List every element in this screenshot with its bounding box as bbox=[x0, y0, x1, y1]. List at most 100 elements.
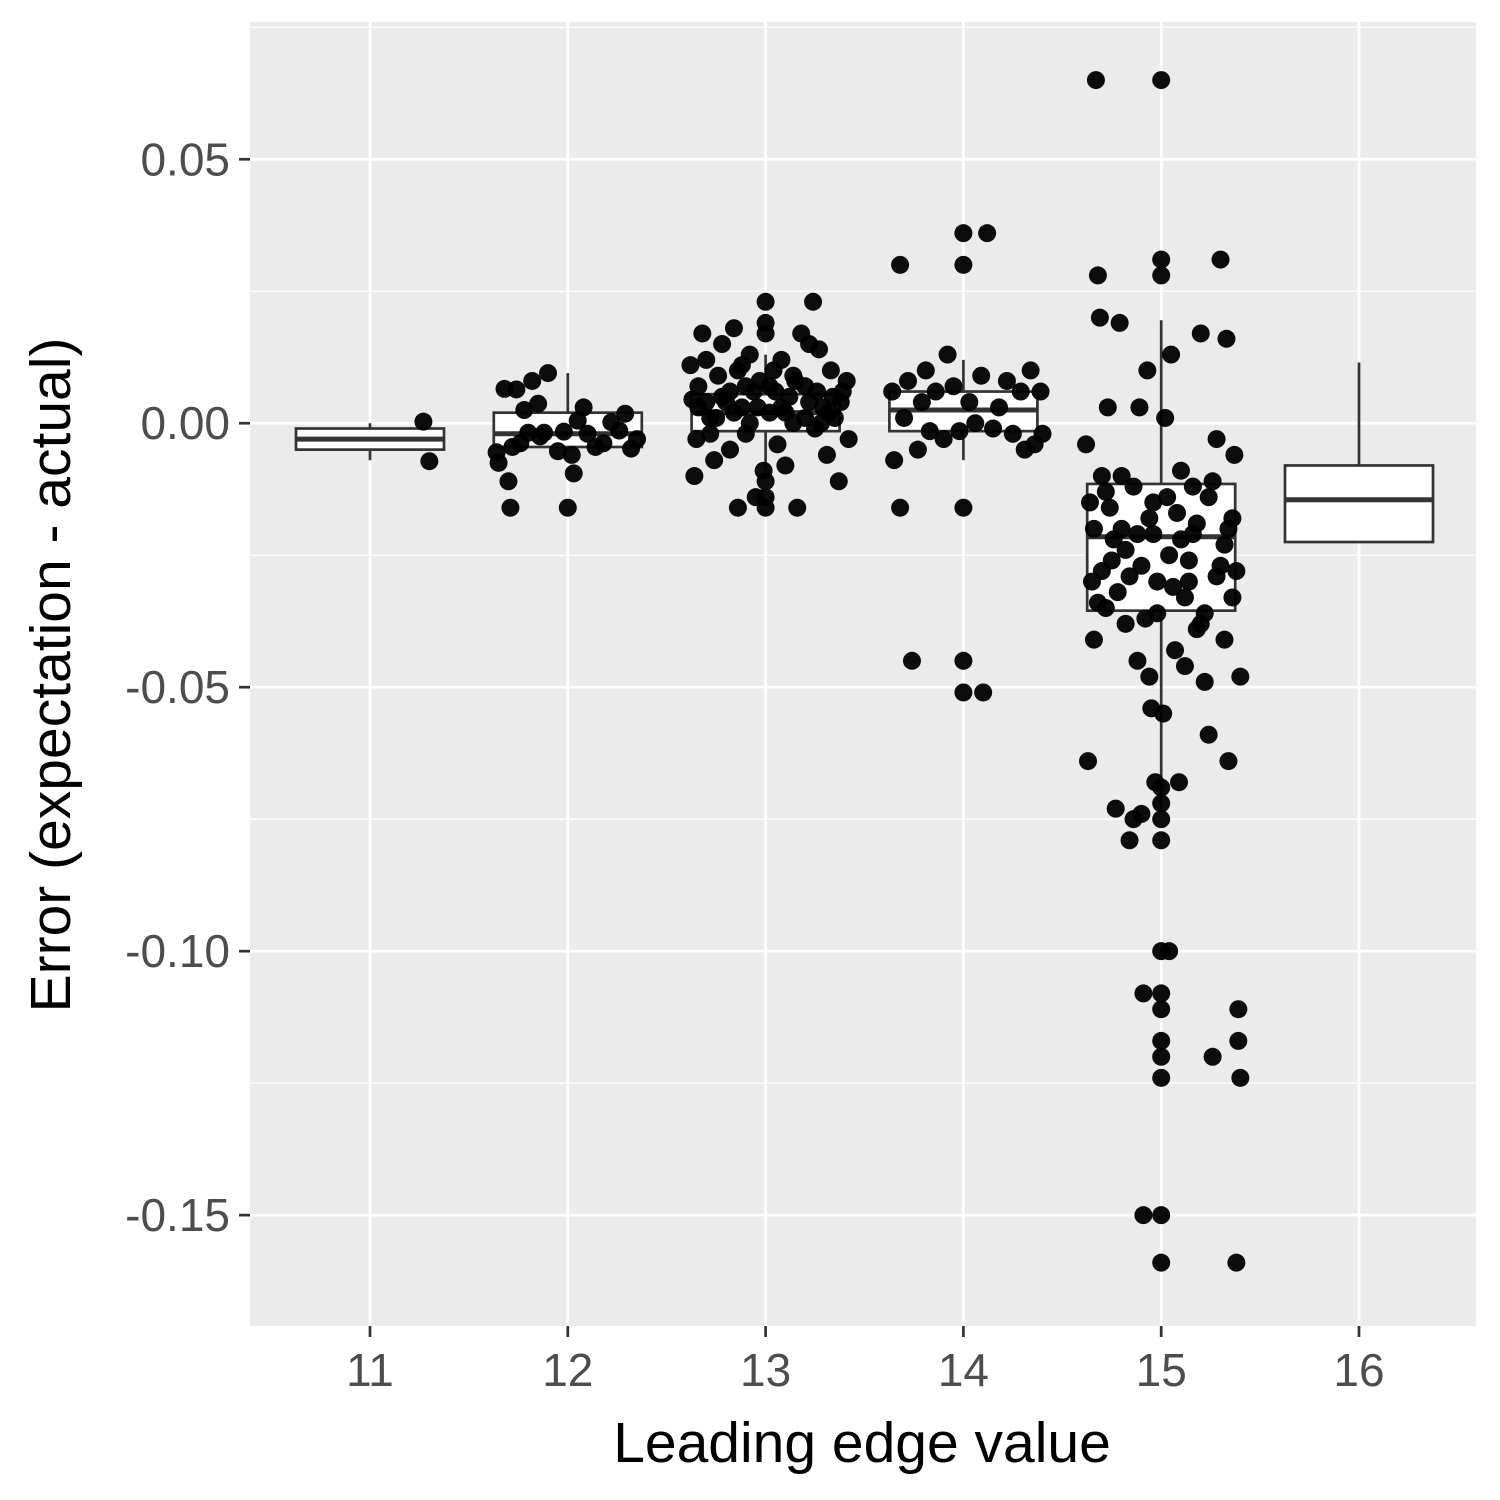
data-point bbox=[1134, 1206, 1153, 1225]
x-tick-label: 15 bbox=[1136, 1344, 1187, 1396]
data-point bbox=[829, 472, 848, 491]
data-point bbox=[709, 366, 728, 385]
data-point bbox=[1227, 1253, 1246, 1272]
data-point bbox=[954, 255, 973, 274]
data-point bbox=[920, 422, 939, 441]
data-point bbox=[1203, 472, 1222, 491]
data-point bbox=[1183, 477, 1202, 496]
data-point bbox=[1033, 424, 1052, 443]
data-point bbox=[788, 498, 807, 517]
data-point bbox=[1148, 572, 1167, 591]
x-axis-title: Leading edge value bbox=[613, 1411, 1111, 1475]
data-point bbox=[1166, 641, 1185, 660]
data-point bbox=[1120, 831, 1139, 850]
data-point bbox=[535, 423, 554, 442]
data-point bbox=[1203, 1047, 1222, 1066]
data-point bbox=[1160, 546, 1179, 565]
data-point bbox=[990, 398, 1009, 417]
data-point bbox=[1199, 725, 1218, 744]
data-point bbox=[883, 382, 902, 401]
data-point bbox=[420, 452, 439, 471]
data-point bbox=[997, 371, 1016, 390]
data-point bbox=[1160, 942, 1179, 961]
data-point bbox=[501, 498, 520, 517]
data-point bbox=[1152, 250, 1171, 269]
data-point bbox=[1140, 667, 1159, 686]
data-point bbox=[1152, 1253, 1171, 1272]
data-point bbox=[539, 364, 558, 383]
data-point bbox=[1152, 266, 1171, 285]
data-point bbox=[724, 319, 743, 338]
data-point bbox=[1112, 467, 1131, 486]
data-point bbox=[685, 467, 704, 486]
data-point bbox=[1132, 804, 1151, 823]
data-point bbox=[808, 382, 827, 401]
data-point bbox=[1086, 71, 1105, 90]
data-point bbox=[1152, 1206, 1171, 1225]
data-point bbox=[966, 414, 985, 433]
data-point bbox=[558, 498, 577, 517]
data-point bbox=[1132, 556, 1151, 575]
data-point bbox=[760, 377, 779, 396]
data-point bbox=[938, 345, 957, 364]
data-point bbox=[772, 350, 791, 369]
data-point bbox=[1084, 519, 1103, 538]
data-point bbox=[1152, 1047, 1171, 1066]
data-point bbox=[610, 421, 629, 440]
data-point bbox=[1152, 71, 1171, 90]
data-point bbox=[1092, 467, 1111, 486]
data-point bbox=[1215, 630, 1234, 649]
data-point bbox=[954, 683, 973, 702]
data-point bbox=[954, 498, 973, 517]
x-tick-label: 13 bbox=[740, 1344, 791, 1396]
data-point bbox=[1219, 519, 1238, 538]
data-point bbox=[1152, 1031, 1171, 1050]
data-point bbox=[1231, 1068, 1250, 1087]
y-axis: 0.05 0.00 -0.05 -0.10 -0.15 bbox=[125, 133, 250, 1241]
y-tick-label: -0.10 bbox=[125, 925, 230, 977]
data-point bbox=[1098, 398, 1117, 417]
data-point bbox=[693, 324, 712, 343]
data-point bbox=[944, 377, 963, 396]
data-point bbox=[960, 393, 979, 412]
data-point bbox=[1152, 984, 1171, 1003]
data-point bbox=[895, 408, 914, 427]
data-point bbox=[628, 430, 647, 449]
data-point bbox=[701, 424, 720, 443]
data-point bbox=[594, 434, 613, 453]
data-point bbox=[908, 440, 927, 459]
data-point bbox=[1195, 604, 1214, 623]
data-point bbox=[515, 401, 534, 420]
data-point bbox=[1108, 583, 1127, 602]
data-point bbox=[748, 398, 767, 417]
data-point bbox=[796, 408, 815, 427]
data-point bbox=[1140, 509, 1159, 528]
data-point bbox=[902, 651, 921, 670]
data-point bbox=[1106, 799, 1125, 818]
data-point bbox=[891, 255, 910, 274]
data-point bbox=[697, 350, 716, 369]
data-point bbox=[1175, 588, 1194, 607]
data-point bbox=[1175, 657, 1194, 676]
data-point bbox=[837, 371, 856, 390]
data-point bbox=[784, 366, 803, 385]
data-point bbox=[1110, 313, 1129, 332]
data-point bbox=[1079, 752, 1098, 771]
data-point bbox=[529, 394, 548, 413]
data-point bbox=[548, 442, 567, 461]
data-point bbox=[916, 361, 935, 380]
data-point bbox=[1168, 503, 1187, 522]
data-point bbox=[1211, 556, 1230, 575]
data-point bbox=[1011, 382, 1030, 401]
data-point bbox=[1227, 562, 1246, 581]
data-point bbox=[489, 453, 508, 472]
data-point bbox=[1144, 493, 1163, 512]
data-point bbox=[1217, 329, 1236, 348]
data-point bbox=[1152, 1068, 1171, 1087]
y-tick-label: -0.15 bbox=[125, 1189, 230, 1241]
data-point bbox=[776, 456, 795, 475]
data-point bbox=[1229, 1000, 1248, 1019]
data-point bbox=[1225, 445, 1244, 464]
x-tick-label: 11 bbox=[346, 1344, 394, 1396]
data-point bbox=[687, 430, 706, 449]
